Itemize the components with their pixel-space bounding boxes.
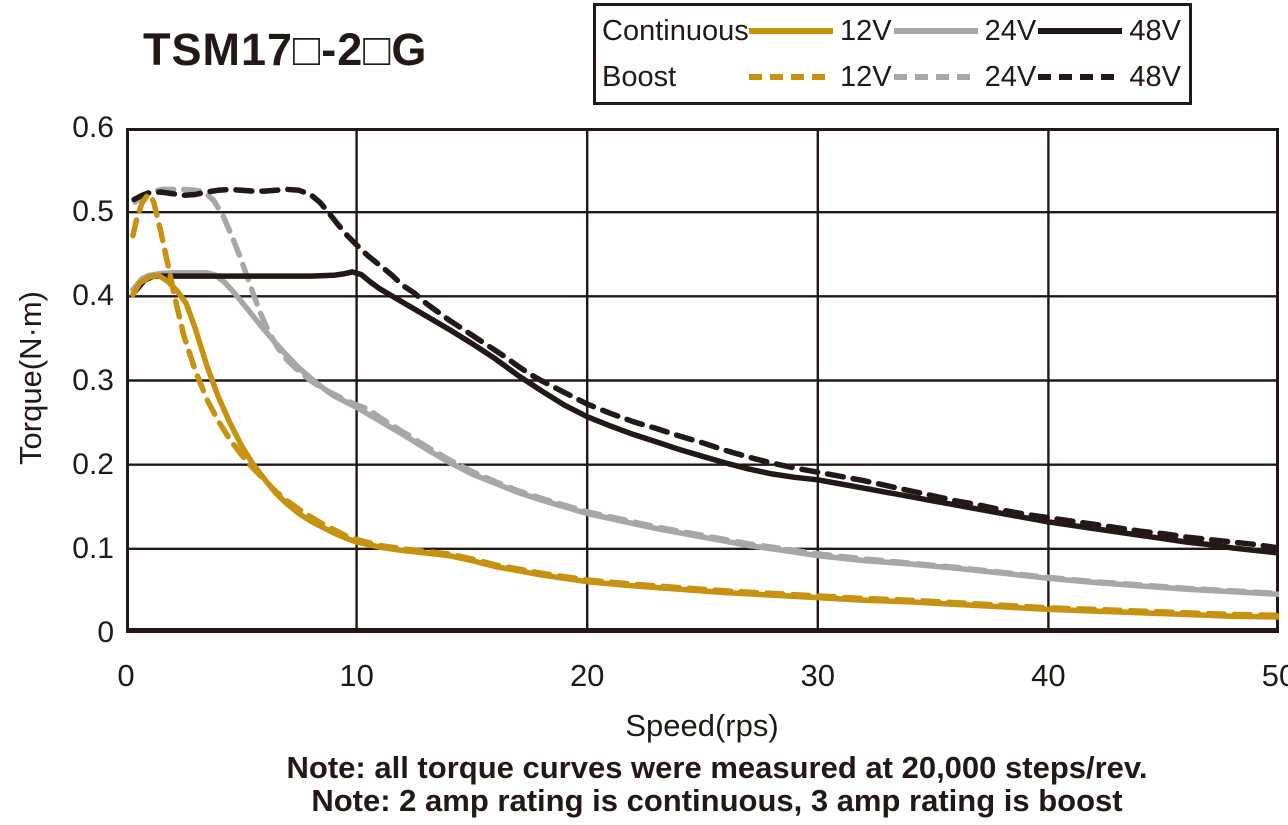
legend-entry-boost-12v: 12V <box>749 61 894 94</box>
legend-entry-label: 12V <box>840 14 892 47</box>
legend-entry-label: 24V <box>984 14 1037 47</box>
line-swatch-solid-gray <box>893 28 978 34</box>
y-tick-label-0: 0 <box>97 616 114 649</box>
y-tick-label-0.6: 0.6 <box>72 111 114 144</box>
line-swatch-dashed-black <box>1038 74 1123 80</box>
x-axis-title: Speed(rps) <box>625 708 779 743</box>
torque-speed-chart <box>126 128 1279 633</box>
x-tick-label-30: 30 <box>800 658 836 693</box>
line-swatch-solid-black <box>1038 28 1123 34</box>
curve-24v-continuous <box>130 270 1279 598</box>
page-title: TSM17□-2□G <box>143 24 428 75</box>
footnote-line-2: Note: 2 amp rating is continuous, 3 amp … <box>311 783 1123 818</box>
y-tick-label-0.1: 0.1 <box>72 531 114 565</box>
x-tick-label-40: 40 <box>1031 658 1066 693</box>
x-tick-label-50: 50 <box>1261 658 1288 693</box>
y-tick-label-0.2: 0.2 <box>72 447 114 481</box>
curve-48v-continuous <box>132 269 1279 556</box>
legend-label-boost: Boost <box>602 60 677 93</box>
legend-row-boost: Boost 12V 24V 48V <box>602 54 1183 100</box>
y-tick-label-0.5: 0.5 <box>72 195 114 229</box>
legend-label-continuous: Continuous <box>602 14 749 47</box>
x-tick-label-20: 20 <box>569 658 605 693</box>
y-tick-label-0.3: 0.3 <box>72 363 114 397</box>
x-tick-label-0: 0 <box>117 658 135 693</box>
line-swatch-dashed-gold <box>749 74 833 80</box>
chart-canvas <box>126 128 1279 633</box>
legend-entry-continuous-48v: 48V <box>1038 15 1183 48</box>
x-tick-label-10: 10 <box>339 658 374 693</box>
legend-box: Continuous 12V 24V 48V Boost 12V 24V 48V <box>593 3 1192 105</box>
curve-24v-boost <box>132 186 1279 597</box>
legend-entry-label: 24V <box>984 60 1037 93</box>
legend-entry-label: 12V <box>840 60 892 93</box>
legend-entry-continuous-24v: 24V <box>893 14 1039 48</box>
line-swatch-solid-gold <box>749 28 833 34</box>
footnote-line-1: Note: all torque curves were measured at… <box>286 750 1148 785</box>
curve-12v-boost <box>130 191 1279 619</box>
legend-entry-boost-24v: 24V <box>893 60 1039 94</box>
legend-row-continuous: Continuous 12V 24V 48V <box>602 8 1183 54</box>
legend-entry-boost-48v: 48V <box>1038 61 1183 94</box>
legend-entry-label: 48V <box>1129 60 1181 93</box>
legend-entry-label: 48V <box>1129 14 1181 47</box>
y-tick-label-0.4: 0.4 <box>72 279 114 313</box>
curve-48v-boost <box>131 186 1279 551</box>
line-swatch-dashed-gray <box>893 74 978 80</box>
legend-entry-continuous-12v: 12V <box>749 15 894 48</box>
footnotes: Note: all torque curves were measured at… <box>0 751 1288 817</box>
